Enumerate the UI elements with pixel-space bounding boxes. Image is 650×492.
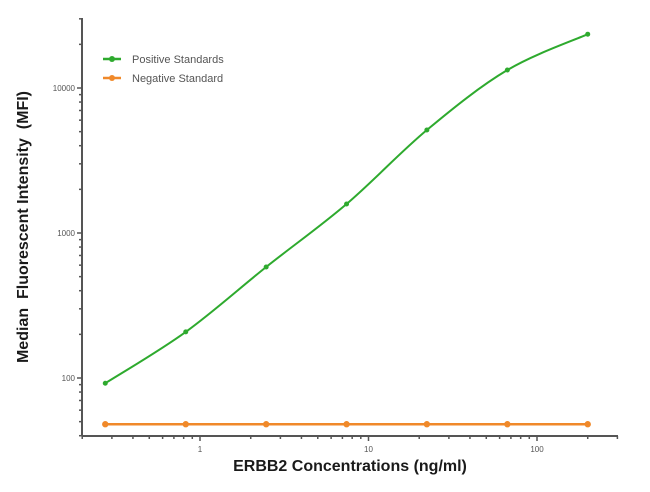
data-point	[504, 421, 511, 428]
series-positive-standards	[102, 31, 591, 386]
legend-label: Positive Standards	[132, 54, 224, 66]
data-point	[263, 264, 269, 270]
legend-item-negative-standard: Negative Standard	[103, 73, 223, 85]
data-point	[102, 380, 108, 386]
legend: Positive Standards Negative Standard	[103, 54, 224, 85]
series-negative-standard	[102, 421, 591, 428]
data-point	[504, 67, 510, 73]
data-point	[182, 421, 189, 428]
axes: 100 1000 10000 1 10 100	[53, 18, 619, 454]
data-point	[344, 201, 350, 207]
data-point	[584, 421, 591, 428]
legend-label: Negative Standard	[132, 73, 223, 85]
data-point	[343, 421, 350, 428]
x-axis-title: ERBB2 Concentrations (ng/ml)	[233, 458, 467, 475]
x-tick-label: 10	[364, 445, 373, 454]
data-point	[424, 127, 430, 133]
data-point	[262, 421, 270, 428]
data-point	[423, 421, 431, 428]
data-point	[183, 329, 189, 335]
legend-marker-icon	[109, 56, 115, 62]
y-axis-title: Median Fluorescent Intensity (MFI)	[15, 91, 32, 363]
series-layer	[102, 31, 591, 428]
series-line	[104, 33, 589, 385]
y-tick-label: 1000	[57, 229, 75, 238]
legend-item-positive-standards: Positive Standards	[103, 54, 224, 66]
x-tick-label: 1	[198, 445, 203, 454]
y-tick-label: 10000	[53, 84, 76, 93]
y-axis-label: Median Fluorescent Intensity (MFI)	[15, 91, 32, 363]
data-point	[102, 421, 109, 428]
legend-marker-icon	[109, 75, 115, 81]
data-point	[585, 31, 591, 37]
y-tick-label: 100	[62, 374, 76, 383]
x-tick-label: 100	[530, 445, 544, 454]
